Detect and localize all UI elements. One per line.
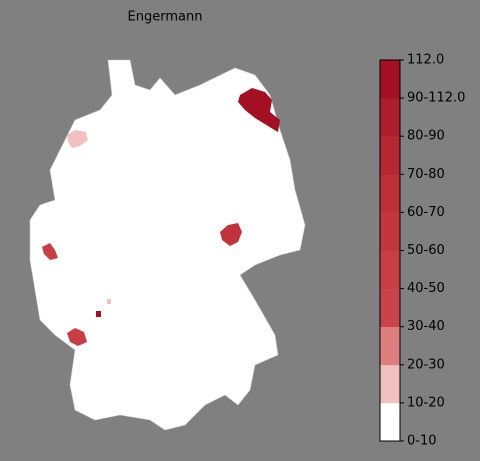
country-outline (29, 59, 306, 431)
colorbar-label: 30-40 (407, 319, 445, 334)
colorbar-label: 90-112.0 (407, 91, 465, 106)
colorbar-segment (380, 174, 400, 213)
germany-map (29, 59, 306, 431)
region-northeast (238, 88, 280, 132)
colorbar-label: 70-80 (407, 167, 445, 182)
colorbar-label: 10-20 (407, 395, 445, 410)
region-small (96, 311, 101, 317)
colorbar-label: 112.0 (407, 53, 444, 68)
colorbar-segment (380, 60, 400, 99)
region-east (220, 223, 242, 246)
colorbar-segment (380, 98, 400, 137)
region-west (42, 243, 58, 260)
region-northwest (67, 130, 88, 148)
colorbar-segment (380, 136, 400, 175)
colorbar-segment (380, 326, 400, 366)
region-southwest (67, 328, 87, 346)
colorbar-segment (380, 212, 400, 251)
colorbar-segment (380, 250, 400, 289)
colorbar-segment (380, 288, 400, 327)
map-title: Engermann (128, 10, 203, 25)
colorbar-label: 20-30 (407, 357, 445, 372)
colorbar: 0-10 10-20 20-30 30-40 40-50 50-60 60-70 70-80 8… (379, 53, 465, 449)
colorbar-segment (380, 364, 400, 404)
colorbar-label: 80-90 (407, 129, 445, 144)
colorbar-segment (380, 402, 400, 442)
colorbar-label: 50-60 (407, 243, 445, 258)
colorbar-label: 0-10 (407, 434, 437, 449)
colorbar-label: 60-70 (407, 205, 445, 220)
region-small (107, 299, 111, 304)
colorbar-label: 40-50 (407, 281, 445, 296)
